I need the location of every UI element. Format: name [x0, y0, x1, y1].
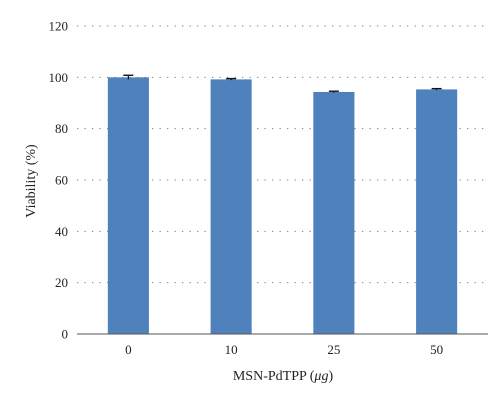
y-tick-label: 0	[62, 327, 69, 342]
bar-25	[313, 91, 355, 334]
x-tick-label: 25	[327, 342, 340, 357]
x-axis-title: MSN-PdTPP (μg)	[233, 369, 334, 384]
x-axis-title-prefix: MSN-PdTPP (	[233, 369, 315, 384]
error-bar-25	[328, 90, 339, 93]
bar-0	[107, 77, 149, 334]
y-tick-label: 80	[55, 121, 68, 136]
x-axis-title-suffix: )	[328, 369, 333, 384]
x-tick-label: 10	[225, 342, 238, 357]
y-tick-label: 60	[55, 173, 68, 188]
x-tick-labels: 0 10 25 50	[125, 342, 443, 357]
y-tick-label: 20	[55, 275, 68, 290]
error-bar-50	[431, 87, 442, 91]
y-axis-title: Viability (%)	[24, 144, 39, 218]
bars	[107, 77, 458, 335]
bar-10	[210, 79, 252, 335]
error-bar-0	[123, 74, 134, 80]
y-tick-label: 40	[55, 224, 68, 239]
bar-50	[416, 89, 458, 334]
x-tick-label: 0	[125, 342, 132, 357]
y-tick-label: 120	[49, 19, 69, 34]
error-bar-10	[226, 77, 237, 81]
x-tick-label: 50	[430, 342, 443, 357]
y-tick-label: 100	[49, 70, 69, 85]
x-axis-title-unit: μg	[313, 369, 328, 384]
error-bars	[123, 74, 442, 93]
y-tick-labels: 0 20 40 60 80 100 120	[49, 19, 69, 342]
